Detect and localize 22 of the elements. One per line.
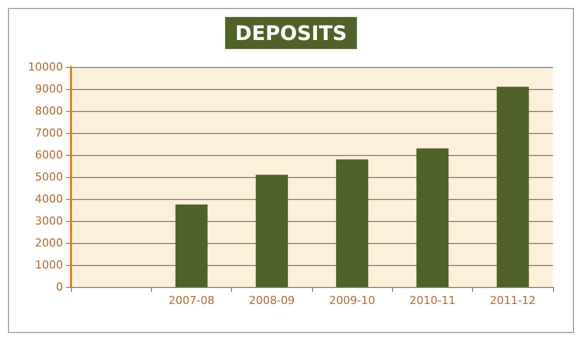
y-tick-label: 3000 [35,214,63,228]
x-tick-label: 2011-12 [490,294,536,307]
x-tick-label: 2009-10 [329,294,376,307]
y-tick-label: 2000 [35,236,63,250]
chart-title: DEPOSITS [235,21,347,45]
bar [416,148,449,287]
y-tick-label: 10000 [28,60,63,74]
y-tick-label: 7000 [35,126,63,140]
y-tick-label: 8000 [35,104,63,118]
bar [256,174,288,287]
bar [336,159,368,287]
bar [496,86,529,287]
y-tick-label: 4000 [35,192,63,206]
x-tick-label: 2010-11 [410,294,456,307]
y-tick-label: 5000 [35,170,63,184]
x-tick-label: 2008-09 [248,294,295,307]
y-tick-label: 0 [56,280,63,294]
y-tick-label: 9000 [35,82,63,96]
y-tick-label: 1000 [35,258,63,272]
bar [175,204,208,287]
x-tick-label: 2007-08 [168,294,214,307]
y-tick-label: 6000 [35,148,63,162]
